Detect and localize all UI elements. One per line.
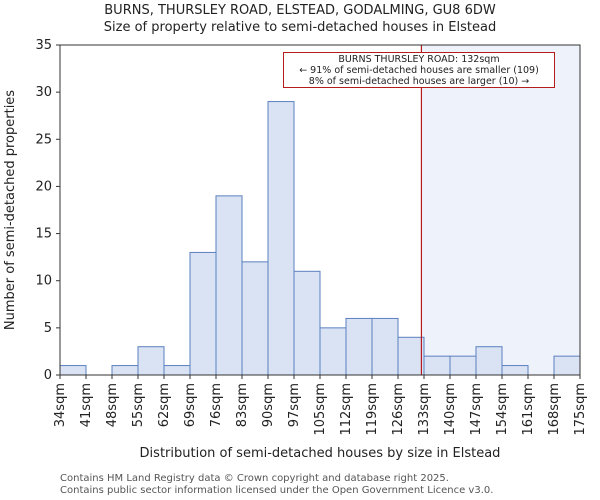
histogram-bar xyxy=(371,317,399,376)
x-tick-label: 48sqm xyxy=(105,383,120,427)
y-axis-label: Number of semi-detached properties xyxy=(3,90,18,330)
x-tick-label: 112sqm xyxy=(339,383,354,436)
highlight-region xyxy=(421,45,580,375)
x-tick-label: 175sqm xyxy=(573,383,588,436)
histogram-bar xyxy=(163,365,191,376)
x-tick-label: 90sqm xyxy=(261,383,276,427)
annotation-line3: 8% of semi-detached houses are larger (1… xyxy=(308,76,530,87)
x-tick-label: 105sqm xyxy=(313,383,328,436)
histogram-bar xyxy=(215,195,243,376)
x-tick-label: 97sqm xyxy=(287,383,302,427)
y-tick-label: 0 xyxy=(44,368,52,383)
annotation-box: BURNS THURSLEY ROAD: 132sqm ← 91% of sem… xyxy=(283,52,555,88)
histogram-bar xyxy=(397,336,425,376)
footer-licence: Contains public sector information licen… xyxy=(60,485,494,496)
annotation-line2: ← 91% of semi-detached houses are smalle… xyxy=(299,65,539,76)
x-tick-label: 161sqm xyxy=(521,383,536,436)
annotation-line1: BURNS THURSLEY ROAD: 132sqm xyxy=(338,54,500,65)
x-tick-label: 147sqm xyxy=(469,383,484,436)
y-tick-label: 15 xyxy=(35,227,52,242)
x-tick-label: 154sqm xyxy=(495,383,510,436)
x-tick-label: 168sqm xyxy=(547,383,562,436)
y-tick-label: 30 xyxy=(35,85,52,100)
histogram-bar xyxy=(137,346,165,376)
histogram-bar xyxy=(241,261,269,376)
y-tick-label: 25 xyxy=(35,132,52,147)
y-tick-label: 20 xyxy=(35,179,52,194)
x-tick-label: 69sqm xyxy=(183,383,198,427)
histogram-bar xyxy=(553,355,581,376)
x-tick-label: 140sqm xyxy=(443,383,458,436)
histogram-bar xyxy=(423,355,451,376)
x-axis-label: Distribution of semi-detached houses by … xyxy=(140,446,501,461)
footer-copyright: Contains HM Land Registry data © Crown c… xyxy=(60,473,449,484)
x-tick-label: 119sqm xyxy=(365,383,380,436)
chart-title-line2: Size of property relative to semi-detach… xyxy=(103,20,497,35)
histogram-bar xyxy=(319,327,347,376)
x-tick-label: 133sqm xyxy=(417,383,432,436)
chart-title-line1: BURNS, THURSLEY ROAD, ELSTEAD, GODALMING… xyxy=(104,3,496,18)
x-tick-label: 34sqm xyxy=(53,383,68,427)
y-tick-label: 35 xyxy=(35,38,52,53)
histogram-bar xyxy=(189,251,217,376)
histogram-bar xyxy=(267,101,295,376)
histogram-bar xyxy=(501,365,529,376)
histogram-bar xyxy=(59,365,87,376)
x-tick-label: 76sqm xyxy=(209,383,224,427)
x-tick-label: 55sqm xyxy=(131,383,146,427)
x-tick-label: 83sqm xyxy=(235,383,250,427)
histogram-bar xyxy=(345,317,373,376)
histogram-bar xyxy=(111,365,139,376)
y-tick-label: 5 xyxy=(44,321,52,336)
histogram-bar xyxy=(293,270,321,376)
x-tick-label: 62sqm xyxy=(157,383,172,427)
x-tick-label: 41sqm xyxy=(79,383,94,427)
histogram-bar xyxy=(449,355,477,376)
histogram-bar xyxy=(475,346,503,376)
x-tick-label: 126sqm xyxy=(391,383,406,436)
y-tick-label: 10 xyxy=(35,274,52,289)
